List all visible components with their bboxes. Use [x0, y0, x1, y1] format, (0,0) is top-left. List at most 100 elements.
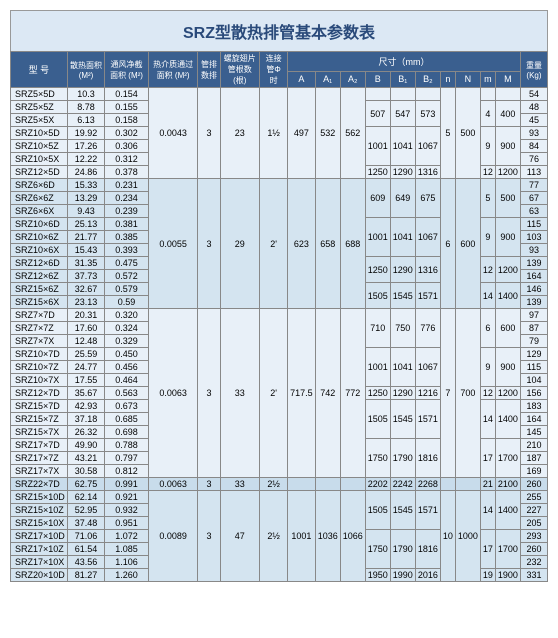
- cell: SRZ15×7Z: [11, 413, 68, 426]
- cell: 1950: [365, 569, 390, 582]
- cell: 1200: [495, 166, 520, 179]
- cell: 688: [340, 179, 365, 309]
- cell: 1036: [315, 491, 340, 582]
- cell: [415, 88, 440, 101]
- cell: 0.302: [105, 127, 149, 140]
- cell: 19: [480, 569, 495, 582]
- cell: 35.67: [67, 387, 104, 400]
- cell: 1250: [365, 387, 390, 400]
- cell: SRZ15×10D: [11, 491, 68, 504]
- table-row: SRZ5×5D10.30.1540.00433231½4975325625500…: [11, 88, 548, 101]
- cell: 0.951: [105, 517, 149, 530]
- cell: 750: [390, 309, 415, 348]
- cell: SRZ12×6D: [11, 257, 68, 270]
- cell: 6: [440, 179, 455, 309]
- cell: 1750: [365, 530, 390, 569]
- cell: 2': [260, 309, 288, 478]
- cell: 1067: [415, 348, 440, 387]
- cell: 1400: [495, 283, 520, 309]
- cell: 0.393: [105, 244, 149, 257]
- cell: 0.329: [105, 335, 149, 348]
- cell: 183: [520, 400, 547, 413]
- cell: 331: [520, 569, 547, 582]
- cell: 37.73: [67, 270, 104, 283]
- cell: 0.378: [105, 166, 149, 179]
- cell: [455, 478, 480, 491]
- cell: 547: [390, 101, 415, 127]
- cell: SRZ7×7D: [11, 309, 68, 322]
- cell: 32.67: [67, 283, 104, 296]
- cell: 1505: [365, 491, 390, 530]
- cell: 1001: [365, 218, 390, 257]
- cell: 2268: [415, 478, 440, 491]
- cell: 1290: [390, 387, 415, 400]
- cell: SRZ7×7Z: [11, 322, 68, 335]
- cell: 1816: [415, 530, 440, 569]
- cell: 1316: [415, 257, 440, 283]
- cell: 0.320: [105, 309, 149, 322]
- cell: 260: [520, 543, 547, 556]
- cell: [340, 478, 365, 491]
- cell: 2': [260, 179, 288, 309]
- cell: 0.475: [105, 257, 149, 270]
- cell: 3: [198, 491, 220, 582]
- cell: 62.14: [67, 491, 104, 504]
- cell: 5: [480, 179, 495, 218]
- cell: 12: [480, 387, 495, 400]
- cell: 146: [520, 283, 547, 296]
- cell: 0.921: [105, 491, 149, 504]
- cell: 10.3: [67, 88, 104, 101]
- cell: 1041: [390, 348, 415, 387]
- cell: [390, 88, 415, 101]
- cell: SRZ17×10Z: [11, 543, 68, 556]
- cell: 2½: [260, 491, 288, 582]
- cell: 62.75: [67, 478, 104, 491]
- cell: 0.381: [105, 218, 149, 231]
- table-title: SRZ型散热排管基本参数表: [10, 10, 548, 51]
- cell: 37.18: [67, 413, 104, 426]
- cell: 0.673: [105, 400, 149, 413]
- cell: 87: [520, 322, 547, 335]
- cell: [480, 88, 495, 101]
- cell: 0.991: [105, 478, 149, 491]
- cell: 1790: [390, 439, 415, 478]
- cell: 12.48: [67, 335, 104, 348]
- cell: 1.106: [105, 556, 149, 569]
- cell: 0.59: [105, 296, 149, 309]
- cell: 255: [520, 491, 547, 504]
- cell: 507: [365, 101, 390, 127]
- h-A1: A₁: [315, 71, 340, 87]
- cell: SRZ17×10X: [11, 556, 68, 569]
- cell: 20.31: [67, 309, 104, 322]
- cell: SRZ20×10D: [11, 569, 68, 582]
- cell: 15.43: [67, 244, 104, 257]
- cell: 164: [520, 270, 547, 283]
- cell: 1400: [495, 400, 520, 439]
- cell: 1001: [365, 348, 390, 387]
- cell: 2½: [260, 478, 288, 491]
- cell: SRZ10×7D: [11, 348, 68, 361]
- cell: 6: [480, 309, 495, 348]
- cell: SRZ10×7X: [11, 374, 68, 387]
- cell: [495, 88, 520, 101]
- cell: 17.26: [67, 140, 104, 153]
- cell: 0.698: [105, 426, 149, 439]
- cell: 600: [495, 309, 520, 348]
- cell: 1066: [340, 491, 365, 582]
- cell: 17: [480, 530, 495, 569]
- cell: 1216: [415, 387, 440, 400]
- cell: 9: [480, 218, 495, 257]
- cell: 1750: [365, 439, 390, 478]
- cell: 1250: [365, 166, 390, 179]
- h-area: 散热面积 (M²): [67, 52, 104, 88]
- cell: SRZ17×7Z: [11, 452, 68, 465]
- cell: 0.464: [105, 374, 149, 387]
- cell: 43.56: [67, 556, 104, 569]
- cell: SRZ17×7X: [11, 465, 68, 478]
- table-row: SRZ22×7D62.750.9910.00633332½22022242226…: [11, 478, 548, 491]
- h-B1: B₁: [390, 71, 415, 87]
- cell: 0.797: [105, 452, 149, 465]
- cell: 33: [220, 309, 260, 478]
- cell: SRZ15×7X: [11, 426, 68, 439]
- cell: 1290: [390, 257, 415, 283]
